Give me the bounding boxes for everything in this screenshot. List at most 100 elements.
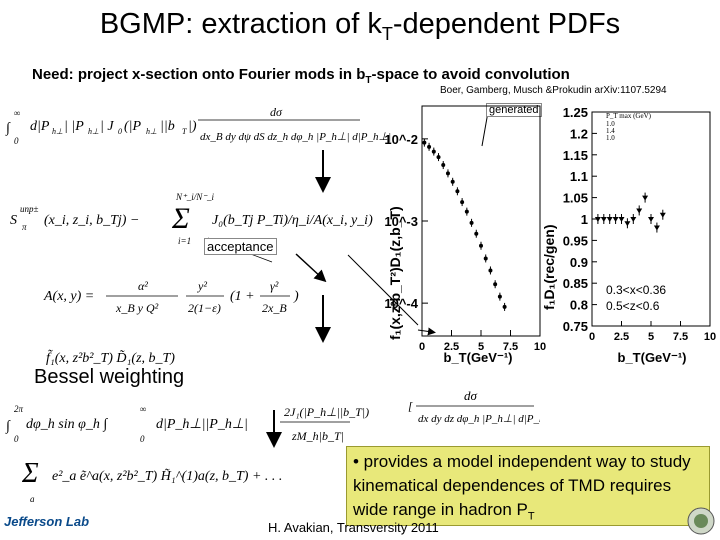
svg-text:2J₁(|P_h⊥||b_T|): 2J₁(|P_h⊥||b_T|)	[284, 405, 369, 419]
chart1-point	[493, 282, 498, 287]
svg-text:h⊥: h⊥	[88, 127, 99, 136]
chart2-ylabel: f₁D₁(rec/gen)	[541, 225, 557, 310]
chart1-point	[431, 149, 436, 154]
svg-text:0: 0	[140, 434, 145, 444]
chart1-xlabel: b_T(GeV⁻¹)	[444, 350, 513, 365]
svg-text:T: T	[182, 127, 187, 136]
svg-text:0: 0	[14, 434, 19, 444]
svg-text:π: π	[22, 222, 27, 232]
svg-text:| |P: | |P	[64, 119, 84, 134]
chart1-xtick-label: 5	[478, 341, 484, 353]
chart1-point	[455, 189, 460, 194]
svg-text:): )	[293, 289, 299, 304]
chart2-point	[612, 217, 619, 222]
chart2-ytick-label: 1.1	[570, 169, 588, 184]
svg-text:dσ: dσ	[464, 388, 478, 403]
svg-text:S: S	[10, 213, 17, 228]
chart2-point	[630, 217, 637, 222]
svg-text:zM_h|b_T|: zM_h|b_T|	[291, 429, 344, 443]
chart2-point	[600, 217, 607, 222]
svg-text:||b: ||b	[160, 119, 175, 134]
chart2-point	[642, 195, 649, 201]
svg-text:dσ: dσ	[270, 105, 283, 119]
chart2-xtick-label: 0	[589, 331, 595, 343]
chart1-xtick-label: 2.5	[444, 341, 459, 353]
chart-ratio: f₁D₁(rec/gen) 1.251.21.151.11.0510.950.9…	[541, 105, 716, 365]
chart1-point	[436, 155, 441, 160]
chart2-ytick-label: 1.2	[570, 126, 588, 141]
svg-text:2(1−ε): 2(1−ε)	[188, 301, 221, 315]
svg-text:α²: α²	[138, 279, 148, 293]
chart1-point	[460, 200, 465, 205]
seal-logo-icon	[687, 507, 715, 535]
chart2-point	[653, 225, 660, 231]
chart2-xtick-label: 2.5	[614, 331, 629, 343]
chart2-ytick-label: 1.25	[563, 105, 588, 120]
chart1-point	[422, 140, 427, 145]
svg-text:h⊥: h⊥	[52, 127, 63, 136]
chart1-ytick-label: 10^-4	[384, 296, 418, 311]
chart1-point	[488, 268, 493, 273]
svg-text:Σ: Σ	[21, 458, 39, 489]
svg-text:dx_B dy dψ dS dz_h dφ_h |P_h⊥|: dx_B dy dψ dS dz_h dφ_h |P_h⊥| d|P_h⊥|	[200, 131, 391, 143]
legend-entry-1: 1.0	[606, 120, 615, 128]
chart2-ytick-label: 0.85	[563, 276, 588, 291]
chart1-ylabel: f₁(x,z²b_T²)D₁(z,b_T)	[387, 206, 403, 340]
note-box: • provides a model independent way to st…	[346, 446, 710, 526]
chart1-point	[450, 179, 455, 184]
svg-text:|): |)	[188, 119, 197, 134]
svg-text:d|P: d|P	[30, 119, 50, 134]
chart2-point	[636, 208, 643, 214]
chart2-xtick-label: 10	[704, 331, 716, 343]
chart1-point	[497, 294, 502, 299]
svg-text:0: 0	[14, 136, 19, 146]
svg-text:| J: | J	[100, 119, 114, 134]
jefferson-lab-logo: Jefferson Lab	[4, 514, 90, 529]
svg-text:2π: 2π	[14, 404, 24, 414]
chart2-ytick-label: 1.05	[563, 191, 588, 206]
chart1-ytick-label: 10^-3	[384, 214, 418, 229]
svg-text:(x_i, z_i, b_Tj) −: (x_i, z_i, b_Tj) −	[44, 213, 139, 228]
svg-text:∫: ∫	[5, 419, 11, 434]
svg-text:[: [	[408, 399, 414, 413]
svg-text:dx dy dz dφ_h |P_h⊥| d|P_h⊥|: dx dy dz dφ_h |P_h⊥| d|P_h⊥|	[418, 413, 540, 425]
formula-sum: Σa e²_a ẽ^a(x, z²b²_T) H̃₁^(1)a(z, b_T) …	[21, 458, 282, 504]
chart1-ytick-label: 10^-2	[384, 132, 418, 147]
chart2-point	[624, 221, 631, 227]
svg-text:(1 +: (1 +	[230, 289, 255, 304]
chart2-xlabel: b_T(GeV⁻¹)	[618, 350, 687, 365]
chart1-point	[464, 209, 469, 214]
chart2-ytick-label: 1	[581, 212, 588, 227]
chart1-point	[427, 144, 432, 149]
svg-text:0: 0	[118, 127, 122, 136]
chart1-point	[502, 304, 507, 309]
svg-text:J₀(b_Tj P_Ti)/η_i/A(x_i, y_i): J₀(b_Tj P_Ti)/η_i/A(x_i, y_i)	[212, 213, 373, 228]
chart2-xtick-label: 5	[648, 331, 654, 343]
formula-block: ∫∞0 d|P h⊥ | |P h⊥ | J 0 (|P h⊥ ||b T |) dσ dx_B …	[5, 105, 391, 444]
formula-fraction: [ dσ dx dy dz dφ_h |P_h⊥| d|P_h⊥|	[408, 388, 540, 425]
svg-text:unp±: unp±	[20, 204, 39, 214]
chart1-point	[469, 220, 474, 225]
kinematics-label: 0.3<x<0.36 0.5<z<0.6	[606, 282, 666, 314]
chart2-point	[648, 217, 654, 222]
svg-text:γ²: γ²	[270, 279, 279, 293]
chart2-ytick-label: 0.8	[570, 298, 588, 313]
legend-title: P_T max (GeV)	[606, 112, 652, 120]
chart2-legend: P_T max (GeV) 1.0 1.4 1.0	[606, 112, 652, 142]
chart1-point	[483, 256, 488, 261]
svg-text:Σ: Σ	[171, 202, 190, 235]
reference-citation: Boer, Gamberg, Musch &Prokudin arXiv:110…	[440, 85, 667, 96]
kinematics-x: 0.3<x<0.36	[606, 283, 667, 297]
footer-author: H. Avakian, Transversity 2011	[268, 520, 439, 535]
chart2-point	[618, 217, 625, 222]
chart1-xtick-label: 7.5	[503, 341, 518, 353]
chart1-point	[441, 163, 446, 168]
chart1-frame	[421, 105, 541, 337]
chart2-ytick-label: 0.95	[563, 233, 588, 248]
svg-text:∞: ∞	[140, 404, 146, 414]
svg-text:y²: y²	[197, 279, 207, 293]
svg-text:(|P: (|P	[124, 119, 142, 134]
kinematics-z: 0.5<z<0.6	[606, 299, 660, 313]
subtitle-need: Need: project x-section onto Fourier mod…	[32, 66, 570, 86]
chart2-point	[594, 217, 601, 222]
